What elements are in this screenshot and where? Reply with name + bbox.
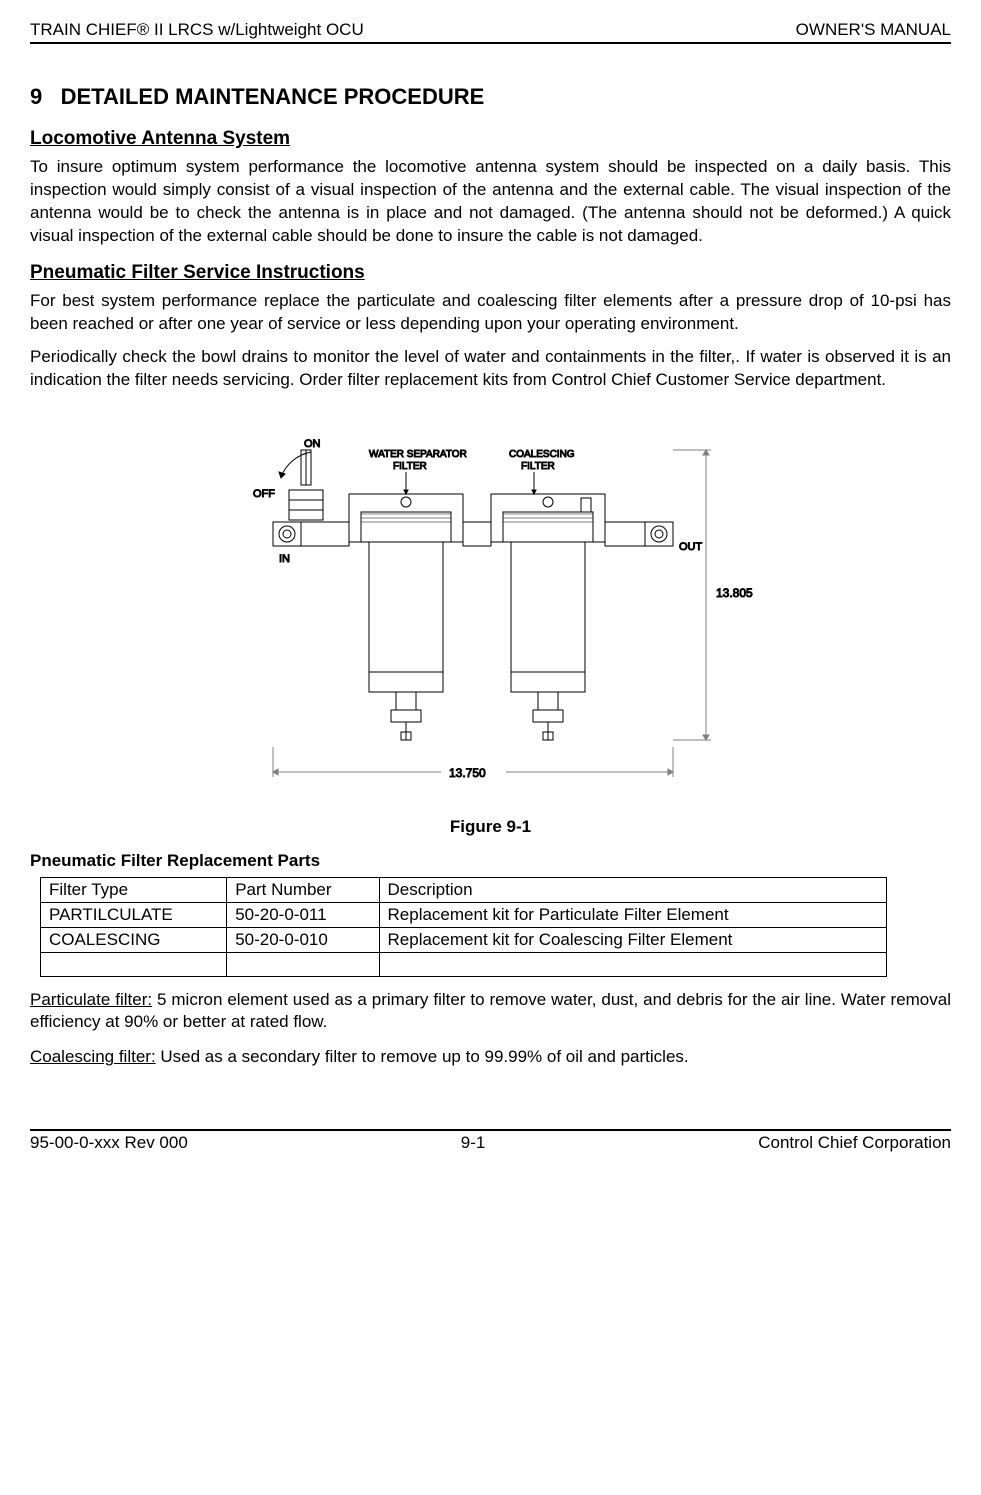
particulate-label: Particulate filter: bbox=[30, 990, 152, 1009]
parts-table: Filter Type Part Number Description PART… bbox=[40, 877, 887, 977]
table-cell bbox=[41, 952, 227, 976]
table-cell bbox=[227, 952, 379, 976]
table-header-type: Filter Type bbox=[41, 877, 227, 902]
table-cell: PARTILCULATE bbox=[41, 902, 227, 927]
subsection-title-pneumatic: Pneumatic Filter Service Instructions bbox=[30, 262, 951, 284]
paragraph-pneumatic-1: For best system performance replace the … bbox=[30, 290, 951, 336]
table-cell bbox=[379, 952, 887, 976]
page-header: TRAIN CHIEF® II LRCS w/Lightweight OCU O… bbox=[30, 20, 951, 44]
footer-left: 95-00-0-xxx Rev 000 bbox=[30, 1133, 188, 1153]
table-header-desc: Description bbox=[379, 877, 887, 902]
table-cell: 50-20-0-011 bbox=[227, 902, 379, 927]
figure-caption: Figure 9-1 bbox=[30, 817, 951, 837]
table-row: PARTILCULATE 50-20-0-011 Replacement kit… bbox=[41, 902, 887, 927]
paragraph-pneumatic-2: Periodically check the bowl drains to mo… bbox=[30, 346, 951, 392]
table-row: Filter Type Part Number Description bbox=[41, 877, 887, 902]
label-in: IN bbox=[279, 553, 290, 565]
coalescing-filter-desc: Coalescing filter: Used as a secondary f… bbox=[30, 1046, 951, 1069]
particulate-text: 5 micron element used as a primary filte… bbox=[30, 990, 951, 1032]
subsection-title-antenna: Locomotive Antenna System bbox=[30, 128, 951, 150]
table-header-part: Part Number bbox=[227, 877, 379, 902]
label-filter2: FILTER bbox=[521, 461, 555, 472]
table-cell: Replacement kit for Particulate Filter E… bbox=[379, 902, 887, 927]
parts-table-title: Pneumatic Filter Replacement Parts bbox=[30, 851, 951, 871]
dim-height: 13.805 bbox=[716, 586, 753, 600]
section-title: 9 DETAILED MAINTENANCE PROCEDURE bbox=[30, 84, 951, 110]
coalescing-text: Used as a secondary filter to remove up … bbox=[156, 1047, 689, 1066]
section-title-text: DETAILED MAINTENANCE PROCEDURE bbox=[61, 84, 485, 109]
figure-container: ON OFF IN WATER SEPAR bbox=[30, 422, 951, 807]
particulate-filter-desc: Particulate filter: 5 micron element use… bbox=[30, 989, 951, 1035]
coalescing-label: Coalescing filter: bbox=[30, 1047, 156, 1066]
paragraph-antenna: To insure optimum system performance the… bbox=[30, 156, 951, 248]
header-left: TRAIN CHIEF® II LRCS w/Lightweight OCU bbox=[30, 20, 364, 40]
pneumatic-filter-diagram: ON OFF IN WATER SEPAR bbox=[211, 422, 771, 802]
header-right: OWNER'S MANUAL bbox=[796, 20, 951, 40]
section-number: 9 bbox=[30, 84, 42, 109]
table-row: COALESCING 50-20-0-010 Replacement kit f… bbox=[41, 927, 887, 952]
label-filter1: FILTER bbox=[393, 461, 427, 472]
page-footer: 95-00-0-xxx Rev 000 9-1 Control Chief Co… bbox=[30, 1129, 951, 1153]
label-water-separator: WATER SEPARATOR bbox=[369, 449, 467, 460]
dim-width: 13.750 bbox=[449, 766, 486, 780]
table-cell: Replacement kit for Coalescing Filter El… bbox=[379, 927, 887, 952]
label-off: OFF bbox=[253, 488, 275, 500]
table-row bbox=[41, 952, 887, 976]
table-cell: COALESCING bbox=[41, 927, 227, 952]
label-coalescing: COALESCING bbox=[509, 449, 575, 460]
label-out: OUT bbox=[679, 541, 703, 553]
footer-center: 9-1 bbox=[461, 1133, 486, 1153]
label-on: ON bbox=[304, 438, 321, 450]
footer-right: Control Chief Corporation bbox=[758, 1133, 951, 1153]
table-cell: 50-20-0-010 bbox=[227, 927, 379, 952]
